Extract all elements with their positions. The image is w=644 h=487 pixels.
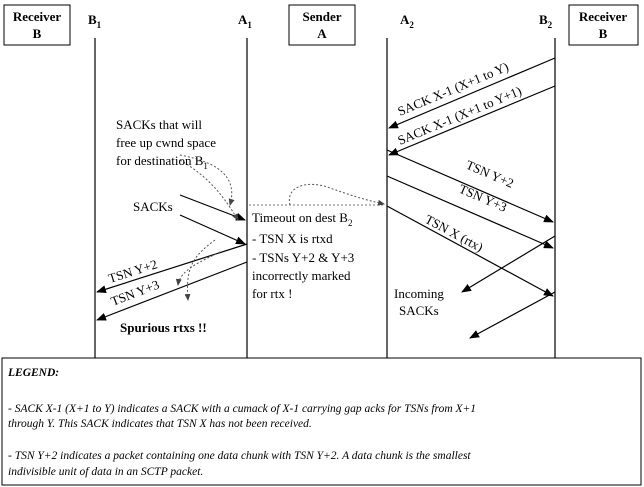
note: for destination B1 — [116, 153, 208, 171]
dotted-arrow — [179, 154, 235, 206]
lane-label: A2 — [400, 12, 414, 30]
box-label: A — [317, 26, 327, 41]
lane-sub: 1 — [247, 20, 252, 30]
note-sub: 2 — [348, 218, 353, 228]
legend-text: indivisible unit of data in an SCTP pack… — [8, 466, 203, 478]
arrow — [388, 57, 556, 129]
box: Receiver B — [568, 4, 639, 46]
arrow — [469, 291, 556, 339]
dotted-arrow — [179, 159, 239, 221]
note-sub: 1 — [203, 161, 208, 171]
message-label: TSN X (rtx) — [423, 211, 486, 254]
dotted-arrow — [175, 251, 221, 286]
lane-name: A — [238, 12, 248, 27]
arrow — [179, 194, 246, 221]
legend-title: LEGEND: — [7, 367, 59, 379]
dotted-arrow — [184, 239, 216, 301]
note-text: Timeout on dest B — [252, 210, 348, 225]
lane-sub: 1 — [97, 20, 102, 30]
arrow — [179, 214, 246, 245]
arrow — [386, 149, 554, 223]
note: for rtx ! — [252, 286, 292, 301]
lane-label: B1 — [88, 12, 102, 30]
box: Receiver B — [3, 4, 71, 46]
note: Spurious rtxs !! — [120, 320, 207, 335]
lane-name: A — [400, 12, 410, 27]
note: - TSNs Y+2 & Y+3 — [252, 250, 354, 265]
lane-label: B2 — [539, 12, 553, 30]
legend-text: - TSN Y+2 indicates a packet containing … — [8, 450, 471, 462]
legend-text: through Y. This SACK indicates that TSN … — [8, 418, 312, 430]
lane-name: B — [539, 12, 548, 27]
box-label: B — [33, 26, 42, 41]
lane-sub: 2 — [409, 20, 414, 30]
box: Sender A — [288, 4, 356, 46]
legend-box — [1, 357, 642, 486]
note: Incoming — [394, 286, 444, 301]
arrow — [461, 235, 556, 293]
lane-label: A1 — [238, 12, 252, 30]
arrow — [388, 85, 556, 156]
box-label: B — [599, 26, 608, 41]
note: Timeout on dest B2 — [252, 210, 352, 228]
lane-sub: 2 — [548, 20, 553, 30]
note: SACKs — [399, 303, 439, 318]
note-text: for destination B — [116, 153, 204, 168]
note: SACKs — [133, 199, 173, 214]
dotted-arrow — [288, 183, 385, 206]
arrow — [386, 175, 554, 249]
note: SACKs that will — [116, 117, 202, 132]
box-label: Receiver — [579, 9, 628, 24]
note: incorrectly marked — [252, 268, 351, 283]
arrow — [96, 243, 248, 294]
note: free up cwnd space — [116, 135, 216, 150]
box-label: Sender — [303, 9, 342, 24]
note: - TSN X is rtxd — [252, 231, 333, 246]
arrow — [386, 205, 554, 297]
box-label: Receiver — [13, 9, 62, 24]
lane-name: B — [88, 12, 97, 27]
arrow — [96, 261, 248, 321]
legend-text: - SACK X-1 (X+1 to Y) indicates a SACK w… — [8, 403, 476, 415]
